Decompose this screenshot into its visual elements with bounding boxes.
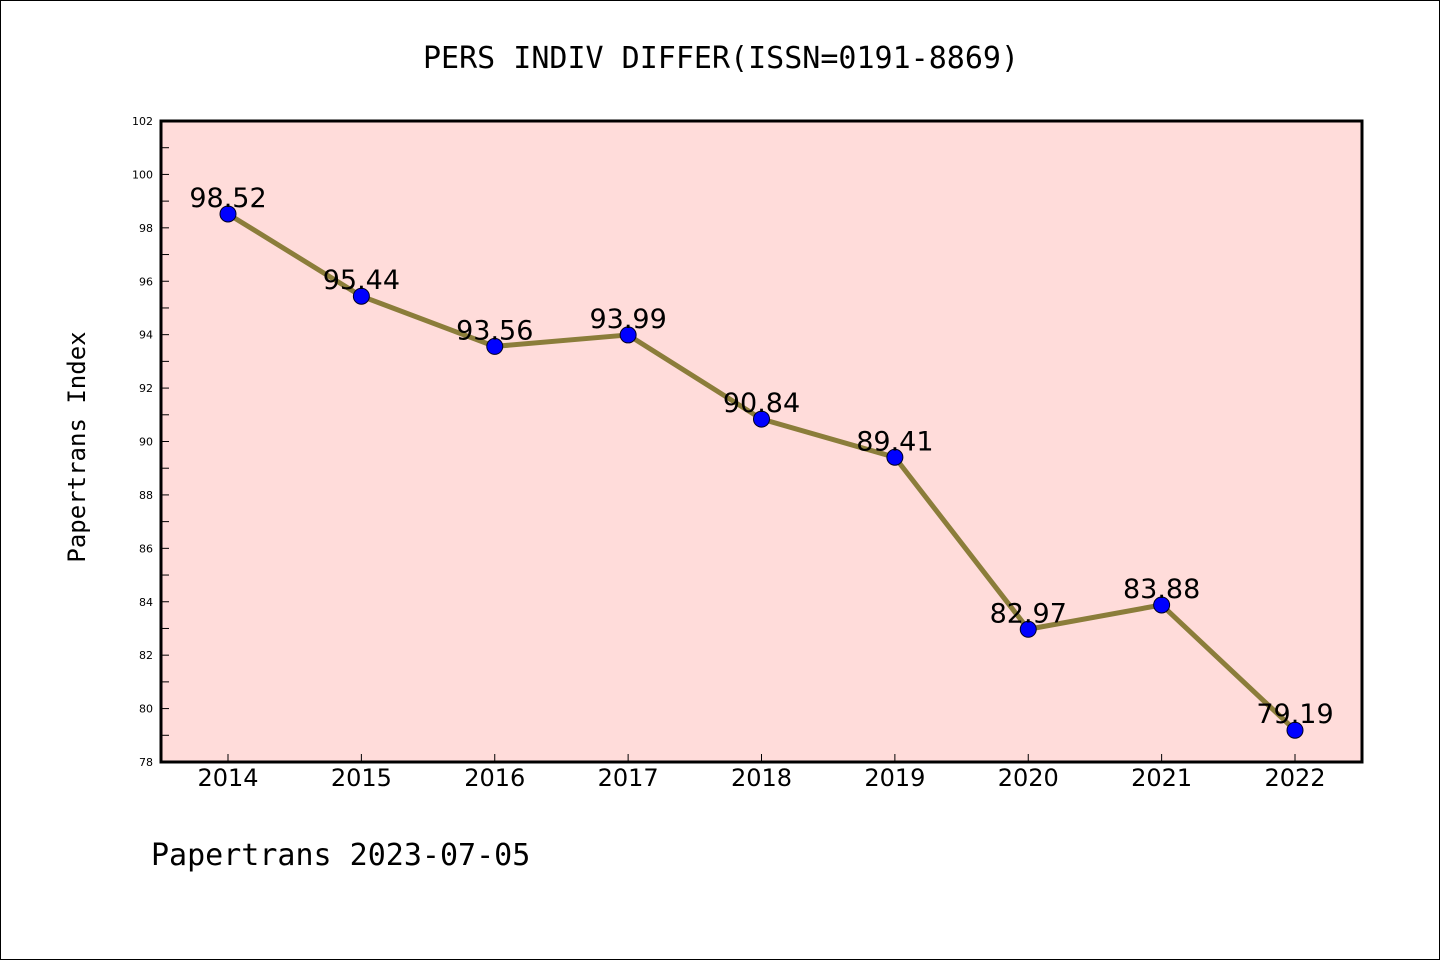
data-point bbox=[753, 410, 770, 428]
y-axis: 78 80 82 84 86 88 90 92 94 96 98 100 102 bbox=[132, 115, 169, 769]
data-point bbox=[486, 337, 504, 355]
x-tick-label: 2021 bbox=[1131, 764, 1192, 792]
x-tick-label: 2018 bbox=[731, 764, 792, 792]
data-label: 90.84 bbox=[723, 388, 800, 419]
y-tick-label: 84 bbox=[139, 596, 153, 609]
y-tick-label: 98 bbox=[139, 222, 153, 235]
plot-border bbox=[159, 119, 1364, 764]
y-tick-label: 82 bbox=[139, 649, 153, 662]
y-tick-label: 90 bbox=[139, 436, 153, 449]
data-labels: 98.52 95.44 93.56 93.99 90.84 89.41 82.97 83.88… bbox=[189, 183, 1333, 730]
y-tick-label: 80 bbox=[139, 703, 153, 716]
data-label: 95.44 bbox=[323, 265, 400, 296]
data-label: 98.52 bbox=[189, 183, 266, 214]
plot-area bbox=[161, 121, 1362, 762]
x-tick-label: 2016 bbox=[464, 764, 525, 792]
data-point bbox=[1286, 721, 1304, 739]
x-tick-label: 2019 bbox=[864, 764, 925, 792]
x-tick-label: 2020 bbox=[998, 764, 1059, 792]
data-label: 93.56 bbox=[456, 315, 533, 346]
y-tick-label: 88 bbox=[139, 489, 153, 502]
data-label: 83.88 bbox=[1123, 574, 1200, 605]
y-tick-label: 78 bbox=[139, 756, 153, 769]
y-axis-label: Papertrans Index bbox=[63, 331, 91, 562]
footer-text: Papertrans 2023-07-05 bbox=[151, 838, 530, 873]
data-label: 82.97 bbox=[990, 598, 1067, 629]
y-tick-label: 86 bbox=[139, 542, 153, 555]
data-label: 79.19 bbox=[1256, 699, 1333, 730]
data-point bbox=[1153, 596, 1171, 614]
chart-title: PERS INDIV DIFFER(ISSN=0191-8869) bbox=[423, 41, 1019, 76]
data-point bbox=[352, 287, 370, 305]
data-point bbox=[619, 326, 637, 344]
data-label: 93.99 bbox=[589, 304, 666, 335]
data-point bbox=[886, 448, 904, 466]
x-axis: 2014 2015 2016 2017 2018 2019 2020 2021 2022 bbox=[197, 754, 1326, 792]
y-tick-label: 92 bbox=[139, 382, 153, 395]
x-tick-label: 2014 bbox=[197, 764, 258, 792]
x-tick-label: 2022 bbox=[1264, 764, 1325, 792]
series-layer bbox=[219, 205, 1304, 739]
y-tick-label: 102 bbox=[132, 115, 153, 128]
y-tick-label: 94 bbox=[139, 329, 153, 342]
y-tick-label: 96 bbox=[139, 275, 153, 288]
y-tick-label: 100 bbox=[132, 168, 153, 181]
data-label: 89.41 bbox=[856, 426, 933, 457]
data-point bbox=[219, 205, 237, 223]
x-tick-label: 2015 bbox=[331, 764, 392, 792]
x-tick-label: 2017 bbox=[598, 764, 659, 792]
data-point bbox=[1019, 620, 1037, 638]
